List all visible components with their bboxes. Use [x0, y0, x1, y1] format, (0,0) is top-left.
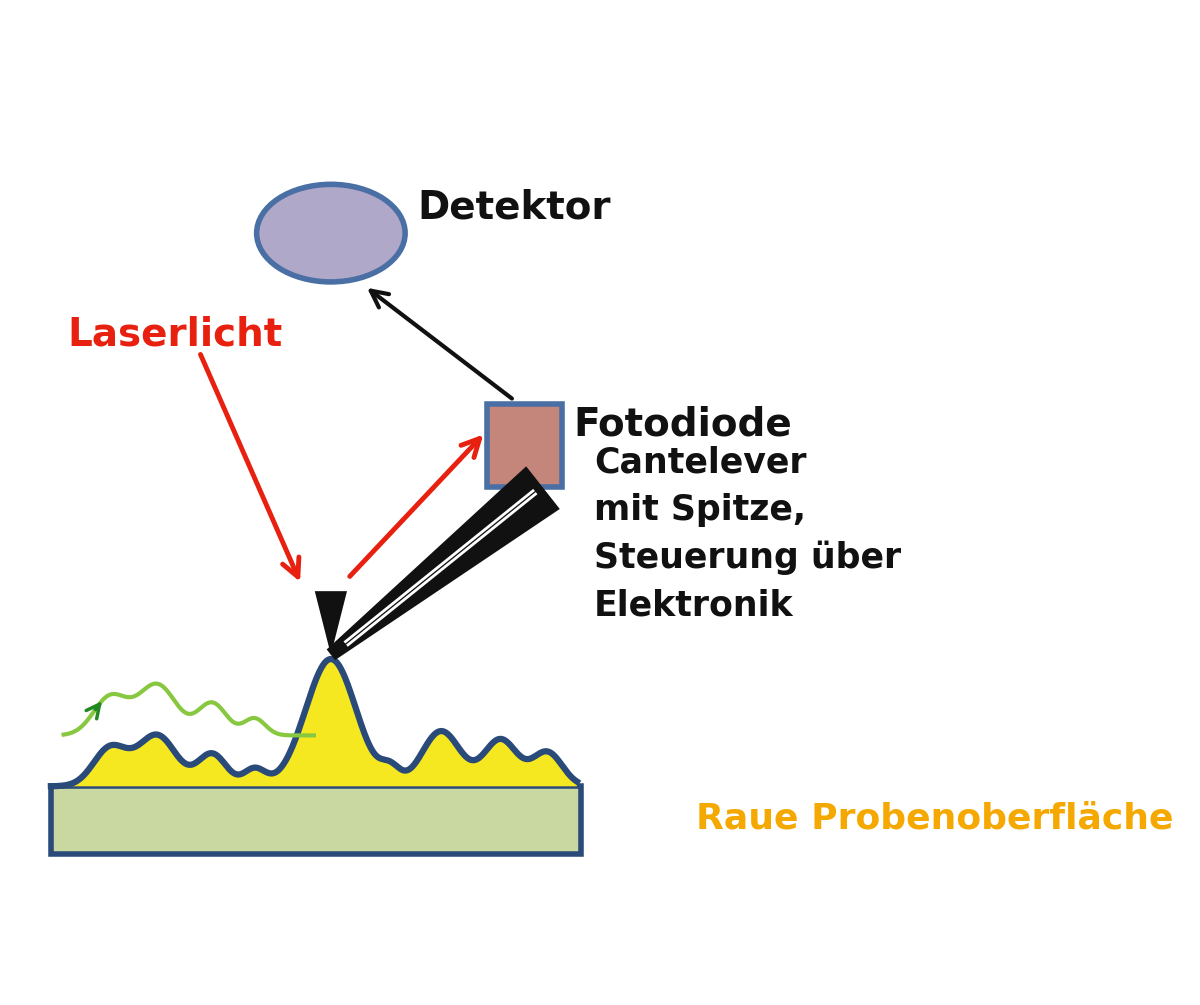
Text: Raue Probenoberfläche: Raue Probenoberfläche [696, 802, 1174, 835]
Polygon shape [326, 466, 559, 660]
Text: Fotodiode: Fotodiode [574, 405, 792, 443]
Text: Detektor: Detektor [418, 189, 611, 227]
Ellipse shape [257, 184, 406, 282]
FancyBboxPatch shape [50, 786, 581, 854]
Polygon shape [314, 591, 347, 655]
Polygon shape [50, 659, 577, 786]
Text: Laserlicht: Laserlicht [68, 316, 283, 354]
FancyBboxPatch shape [487, 404, 562, 486]
Text: Cantelever
mit Spitze,
Steuerung über
Elektronik: Cantelever mit Spitze, Steuerung über El… [594, 445, 901, 622]
